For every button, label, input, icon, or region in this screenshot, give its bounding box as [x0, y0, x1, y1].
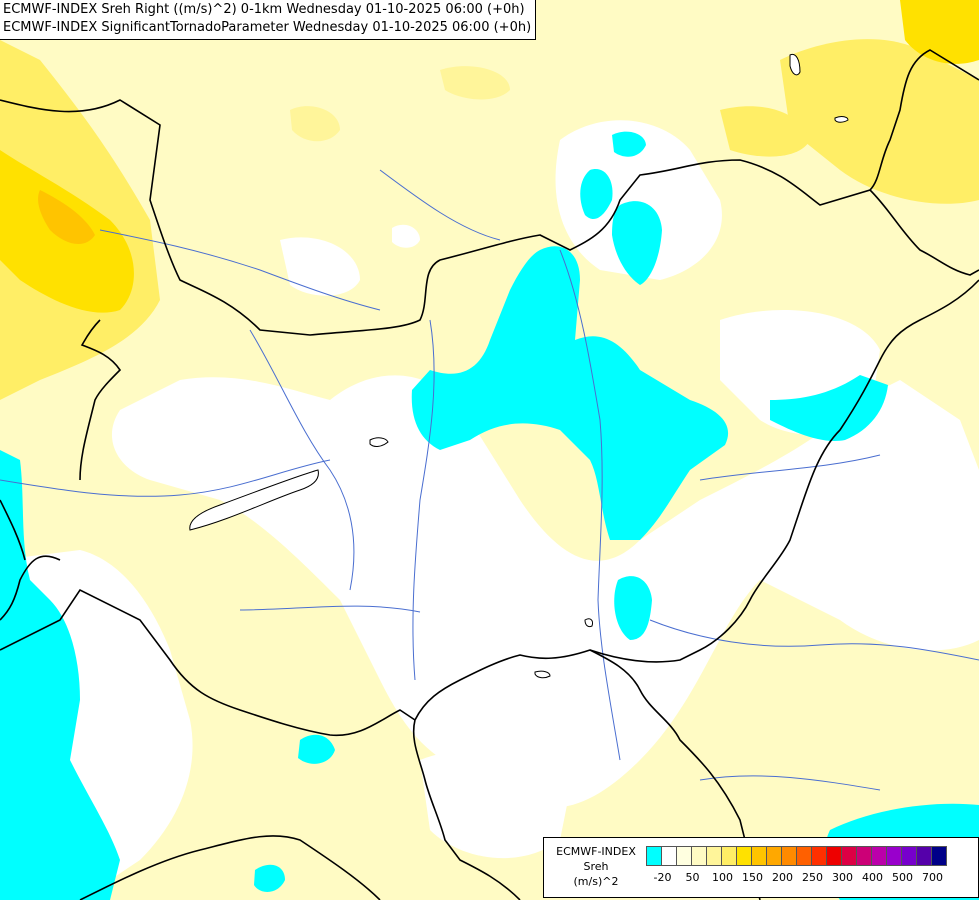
legend-swatch — [661, 846, 677, 866]
title-line-sreh: ECMWF-INDEX Sreh Right ((m/s)^2) 0-1km W… — [3, 2, 525, 17]
lakes — [189, 53, 849, 679]
legend-swatch — [721, 846, 737, 866]
legend-tick-label: 100 — [712, 871, 733, 884]
legend-tick-label: 50 — [685, 871, 700, 884]
legend-swatch — [916, 846, 932, 866]
legend-swatch — [886, 846, 902, 866]
legend-swatch — [811, 846, 827, 866]
legend-swatch — [841, 846, 857, 866]
legend-swatch — [676, 846, 692, 866]
legend-swatch — [781, 846, 797, 866]
legend-swatch — [796, 846, 812, 866]
legend-title: ECMWF-INDEX Sreh (m/s)^2 — [546, 844, 646, 889]
map-title-box: ECMWF-INDEX Sreh Right ((m/s)^2) 0-1km W… — [0, 0, 537, 40]
legend-swatch — [646, 846, 662, 866]
legend-swatch — [931, 846, 947, 866]
legend-tick-label: -20 — [653, 871, 672, 884]
color-legend: ECMWF-INDEX Sreh (m/s)^2 -20 50 100 150 200 2… — [543, 837, 979, 898]
legend-swatch — [871, 846, 887, 866]
legend-color-scale — [646, 846, 947, 866]
legend-title-units: (m/s)^2 — [573, 875, 619, 888]
legend-tick-label: 200 — [772, 871, 793, 884]
legend-tick-label: 300 — [832, 871, 853, 884]
legend-swatch — [826, 846, 842, 866]
national-borders — [0, 49, 979, 900]
legend-swatch — [856, 846, 872, 866]
legend-tick-label: 500 — [892, 871, 913, 884]
legend-swatch — [691, 846, 707, 866]
legend-title-source: ECMWF-INDEX — [556, 845, 636, 858]
legend-tick-label: 150 — [742, 871, 763, 884]
mid-sreh-regions — [0, 0, 979, 400]
legend-tick-labels: -20 50 100 150 200 250 300 400 500 700 — [646, 871, 976, 887]
legend-tick-label: 250 — [802, 871, 823, 884]
legend-swatch — [751, 846, 767, 866]
legend-swatch — [901, 846, 917, 866]
legend-tick-label: 400 — [862, 871, 883, 884]
title-line-stp: ECMWF-INDEX SignificantTornadoParameter … — [3, 20, 532, 35]
legend-swatch — [736, 846, 752, 866]
legend-swatch — [766, 846, 782, 866]
rivers — [0, 169, 979, 791]
legend-tick-label: 700 — [922, 871, 943, 884]
legend-swatch — [706, 846, 722, 866]
legend-title-parameter: Sreh — [583, 860, 609, 873]
